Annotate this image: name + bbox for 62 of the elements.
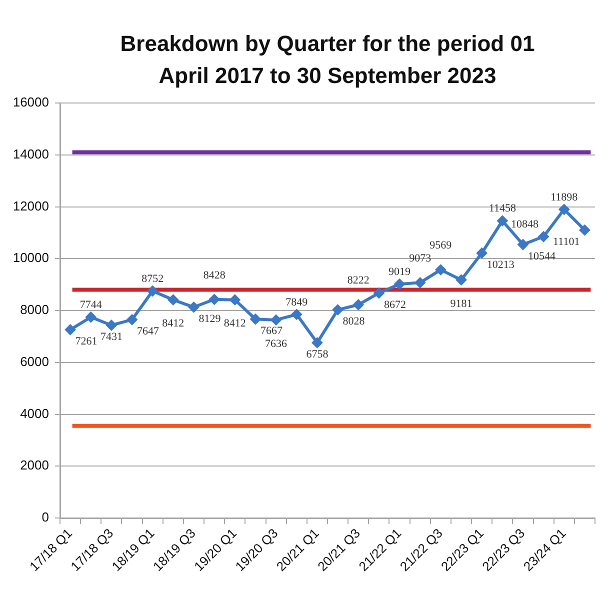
data-label: 8412 [224,318,246,330]
point [435,264,446,276]
data-label: 8412 [162,318,184,330]
data-label: 7636 [265,338,288,350]
data-label: 8129 [198,313,222,326]
point [476,248,488,259]
y-tick-label: 4000 [20,406,49,421]
point [496,215,508,226]
data-label: 9569 [430,240,452,252]
data-label: 10544 [528,250,556,262]
data-label: 8672 [384,298,406,311]
data-label: 10213 [486,258,515,271]
point [538,231,550,242]
y-tick-label: 6000 [20,354,49,369]
y-tick-label: 14000 [12,146,49,162]
data-label: 10848 [511,218,540,231]
data-label: 6758 [306,348,329,361]
data-label: 7744 [80,299,102,312]
data-label: 7431 [100,331,122,344]
point [270,314,282,326]
data-label: 8222 [347,274,370,287]
data-label: 11101 [553,236,580,248]
point [64,324,76,336]
point [414,277,426,288]
point [188,302,200,313]
y-tick-label: 0 [42,510,49,525]
point [373,288,384,299]
point [229,294,240,306]
point [332,304,344,316]
data-label: 9073 [409,252,432,265]
y-tick-label: 10000 [12,250,49,266]
data-label: 7647 [137,326,160,338]
point [558,204,570,215]
point [147,285,158,296]
y-tick-label: 16000 [12,94,49,110]
point [456,274,467,286]
data-label: 7261 [75,336,98,348]
point [291,308,302,320]
data-label: 8028 [342,316,366,328]
y-tick-label: 2000 [20,458,49,473]
data-label: 7667 [260,325,283,338]
point [106,320,117,331]
data-label: 8428 [203,269,226,282]
data-label: 9019 [388,266,412,278]
data-label: 7849 [286,296,308,308]
point [517,239,528,250]
data-label: 11458 [488,202,516,215]
point [168,294,179,306]
point [579,224,590,236]
point [208,294,220,305]
data-label: 9181 [450,298,472,310]
point [312,337,323,348]
point [85,312,96,323]
point [250,314,261,325]
point [394,278,406,290]
data-label: 11898 [550,191,578,204]
point [126,314,138,326]
y-tick-label: 12000 [12,198,49,214]
y-tick-label: 8000 [20,302,49,318]
chart-title: Breakdown by Quarter for the period 01 April 2017 to 30 September 2023 [120,31,535,88]
data-label: 8752 [142,272,164,285]
point [352,299,364,310]
